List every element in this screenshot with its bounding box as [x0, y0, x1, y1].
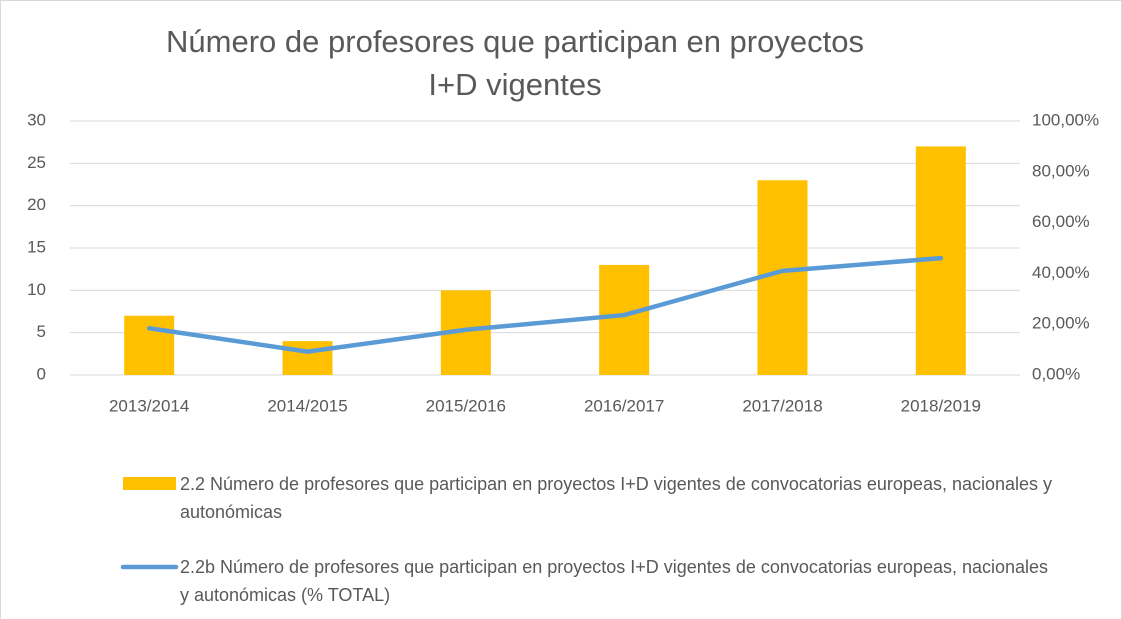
- y-tick-label: 0: [37, 364, 46, 383]
- y-tick-label: 10: [27, 280, 46, 299]
- y-tick-label: 30: [27, 110, 46, 129]
- y2-tick-label: 40,00%: [1032, 263, 1090, 282]
- y-tick-label: 5: [37, 322, 46, 341]
- x-tick-label: 2016/2017: [584, 396, 664, 415]
- y2-tick-label: 0,00%: [1032, 364, 1080, 383]
- y2-tick-label: 20,00%: [1032, 314, 1090, 333]
- y2-tick-label: 60,00%: [1032, 212, 1090, 231]
- x-tick-label: 2018/2019: [901, 396, 981, 415]
- legend-label: 2.2b Número de profesores que participan…: [180, 557, 1049, 605]
- legend-swatch: [123, 477, 176, 490]
- y-tick-label: 25: [27, 153, 46, 172]
- y-tick-label: 20: [27, 195, 46, 214]
- bar: [282, 341, 333, 375]
- legend-label: 2.2 Número de profesores que participan …: [180, 474, 1053, 522]
- line: [146, 255, 944, 354]
- y-tick-label: 15: [27, 237, 46, 256]
- bar: [124, 315, 175, 375]
- x-tick-label: 2015/2016: [426, 396, 506, 415]
- x-tick-label: 2013/2014: [109, 396, 189, 415]
- x-tick-label: 2017/2018: [742, 396, 822, 415]
- y2-tick-label: 80,00%: [1032, 161, 1090, 180]
- bar: [599, 264, 650, 375]
- x-tick-label: 2014/2015: [267, 396, 347, 415]
- chart-title: Número de profesores que participan en p…: [166, 24, 864, 102]
- y2-tick-label: 100,00%: [1032, 110, 1099, 129]
